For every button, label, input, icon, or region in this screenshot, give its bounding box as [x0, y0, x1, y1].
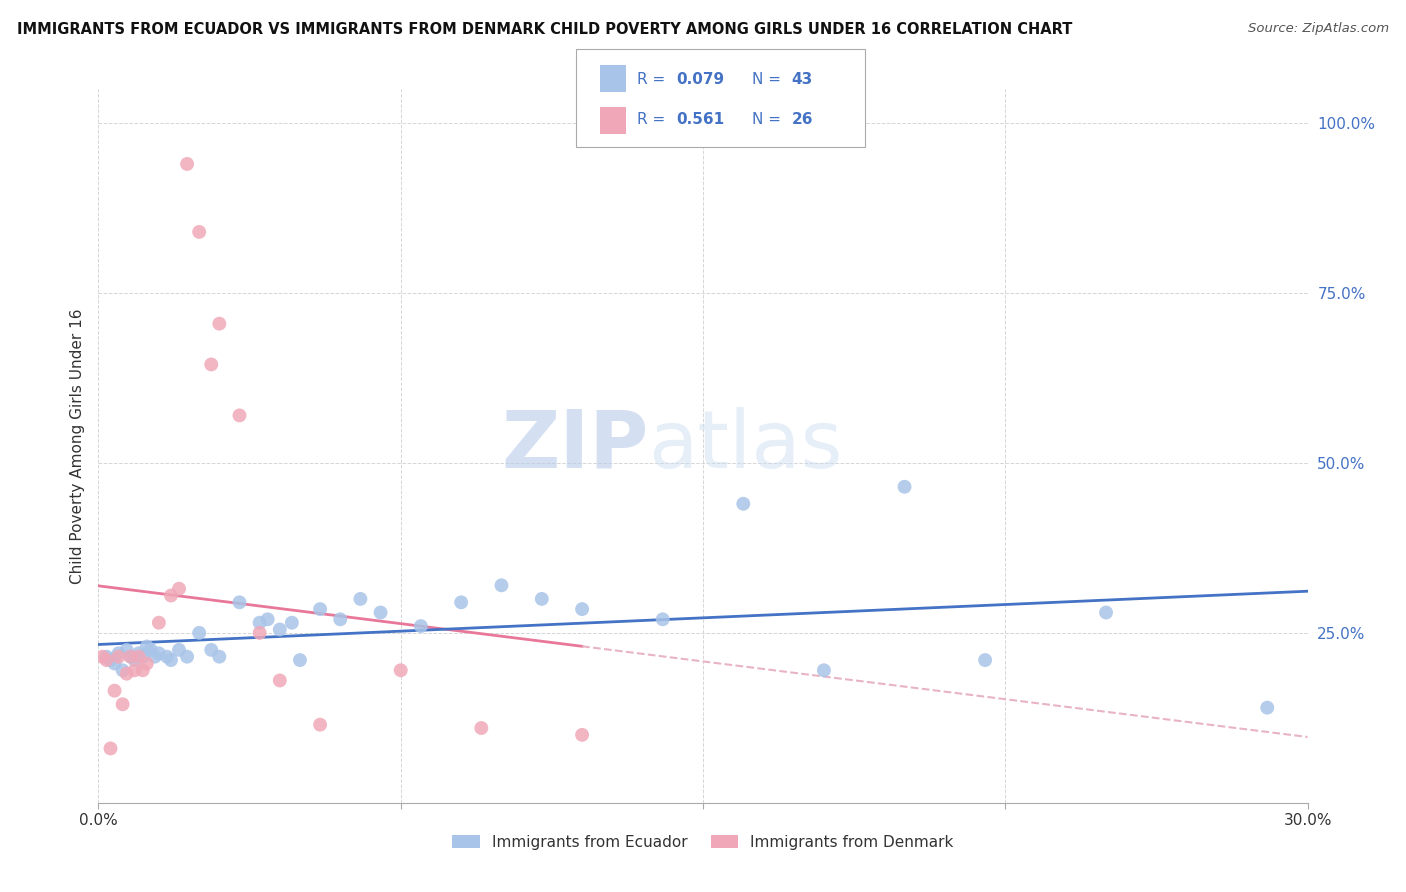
Point [103, 657, 125, 671]
Point [651, 612, 673, 626]
Point [96, 649, 118, 664]
Point [91, 649, 114, 664]
Point [176, 157, 198, 171]
Text: 43: 43 [792, 72, 813, 87]
Point [249, 626, 271, 640]
Point [115, 643, 138, 657]
Point [228, 409, 250, 423]
Point [100, 741, 122, 756]
Text: R =: R = [637, 112, 671, 127]
Point [329, 612, 352, 626]
Point [450, 595, 472, 609]
Point [124, 663, 146, 677]
Point [148, 646, 170, 660]
Point [974, 653, 997, 667]
Point [893, 480, 915, 494]
Point [148, 615, 170, 630]
Point [96, 653, 118, 667]
Point [309, 602, 332, 616]
Point [107, 646, 129, 660]
Point [200, 643, 222, 657]
Point [107, 649, 129, 664]
Point [176, 649, 198, 664]
Point [167, 643, 190, 657]
Point [370, 606, 392, 620]
Point [135, 640, 157, 654]
Point [288, 653, 311, 667]
Point [733, 497, 755, 511]
Point [530, 591, 553, 606]
Point [124, 653, 146, 667]
Point [281, 615, 304, 630]
Point [491, 578, 513, 592]
Point [208, 317, 231, 331]
Point [470, 721, 492, 735]
Point [1095, 606, 1118, 620]
Point [200, 358, 222, 372]
Point [228, 595, 250, 609]
Point [120, 649, 142, 664]
Text: atlas: atlas [648, 407, 844, 485]
Point [135, 657, 157, 671]
Point [132, 663, 155, 677]
Point [128, 649, 150, 664]
Point [813, 663, 835, 677]
Legend: Immigrants from Ecuador, Immigrants from Denmark: Immigrants from Ecuador, Immigrants from… [446, 829, 960, 855]
Text: IMMIGRANTS FROM ECUADOR VS IMMIGRANTS FROM DENMARK CHILD POVERTY AMONG GIRLS UND: IMMIGRANTS FROM ECUADOR VS IMMIGRANTS FR… [17, 22, 1073, 37]
Text: 0.079: 0.079 [676, 72, 724, 87]
Point [208, 649, 231, 664]
Point [269, 673, 291, 688]
Point [188, 626, 211, 640]
Text: N =: N = [752, 112, 786, 127]
Point [160, 653, 183, 667]
Point [571, 602, 593, 616]
Text: N =: N = [752, 72, 786, 87]
Point [111, 663, 134, 677]
Point [160, 589, 183, 603]
Point [111, 698, 134, 712]
Point [256, 612, 278, 626]
Point [143, 649, 166, 664]
Point [128, 646, 150, 660]
Text: 0.561: 0.561 [676, 112, 724, 127]
Point [103, 683, 125, 698]
Point [156, 649, 179, 664]
Point [409, 619, 432, 633]
Y-axis label: Child Poverty Among Girls Under 16: Child Poverty Among Girls Under 16 [69, 309, 84, 583]
Text: ZIP: ZIP [502, 407, 648, 485]
Point [115, 666, 138, 681]
Point [188, 225, 211, 239]
Point [120, 649, 142, 664]
Point [309, 717, 332, 731]
Text: 26: 26 [792, 112, 813, 127]
Point [1256, 700, 1278, 714]
Point [167, 582, 190, 596]
Point [100, 653, 122, 667]
Point [139, 643, 162, 657]
Text: Source: ZipAtlas.com: Source: ZipAtlas.com [1249, 22, 1389, 36]
Point [571, 728, 593, 742]
Text: R =: R = [637, 72, 671, 87]
Point [132, 649, 155, 664]
Point [249, 615, 271, 630]
Point [269, 623, 291, 637]
Point [389, 663, 412, 677]
Point [349, 591, 371, 606]
